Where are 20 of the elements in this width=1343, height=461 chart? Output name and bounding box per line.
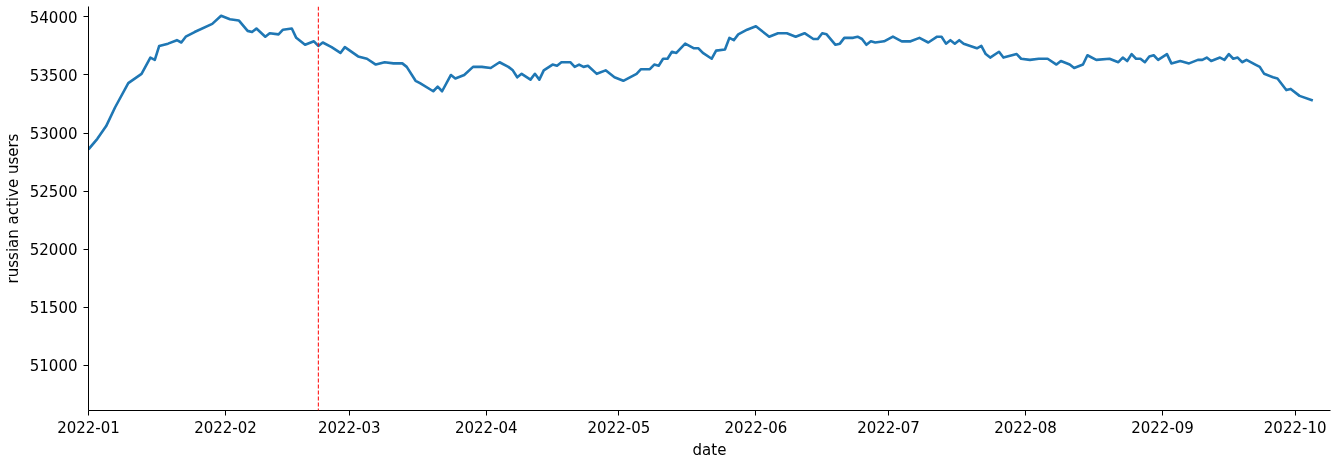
y-tick-label: 52500 (29, 183, 78, 202)
y-tick-label: 51000 (29, 357, 78, 376)
x-tick-label: 2022-06 (724, 418, 788, 437)
x-tick-label: 2022-05 (587, 418, 651, 437)
y-tick-label: 51500 (29, 299, 78, 318)
y-tick-label: 54000 (29, 8, 78, 27)
x-tick-label: 2022-07 (857, 418, 920, 437)
x-tick-label: 2022-10 (1263, 418, 1327, 437)
x-tick-label: 2022-09 (1131, 418, 1194, 437)
y-tick-label: 53000 (29, 125, 78, 144)
x-axis-title: date (692, 440, 727, 459)
x-tick-label: 2022-08 (994, 418, 1057, 437)
y-axis-title: russian active users (3, 133, 22, 284)
x-tick-label: 2022-03 (317, 418, 381, 437)
y-tick-label: 53500 (29, 66, 78, 85)
x-tick-label: 2022-04 (454, 418, 518, 437)
line-series (88, 14, 1315, 151)
y-tick-label: 52000 (29, 241, 78, 260)
x-tick-label: 2022-01 (57, 418, 120, 437)
x-tick-label: 2022-02 (194, 418, 257, 437)
